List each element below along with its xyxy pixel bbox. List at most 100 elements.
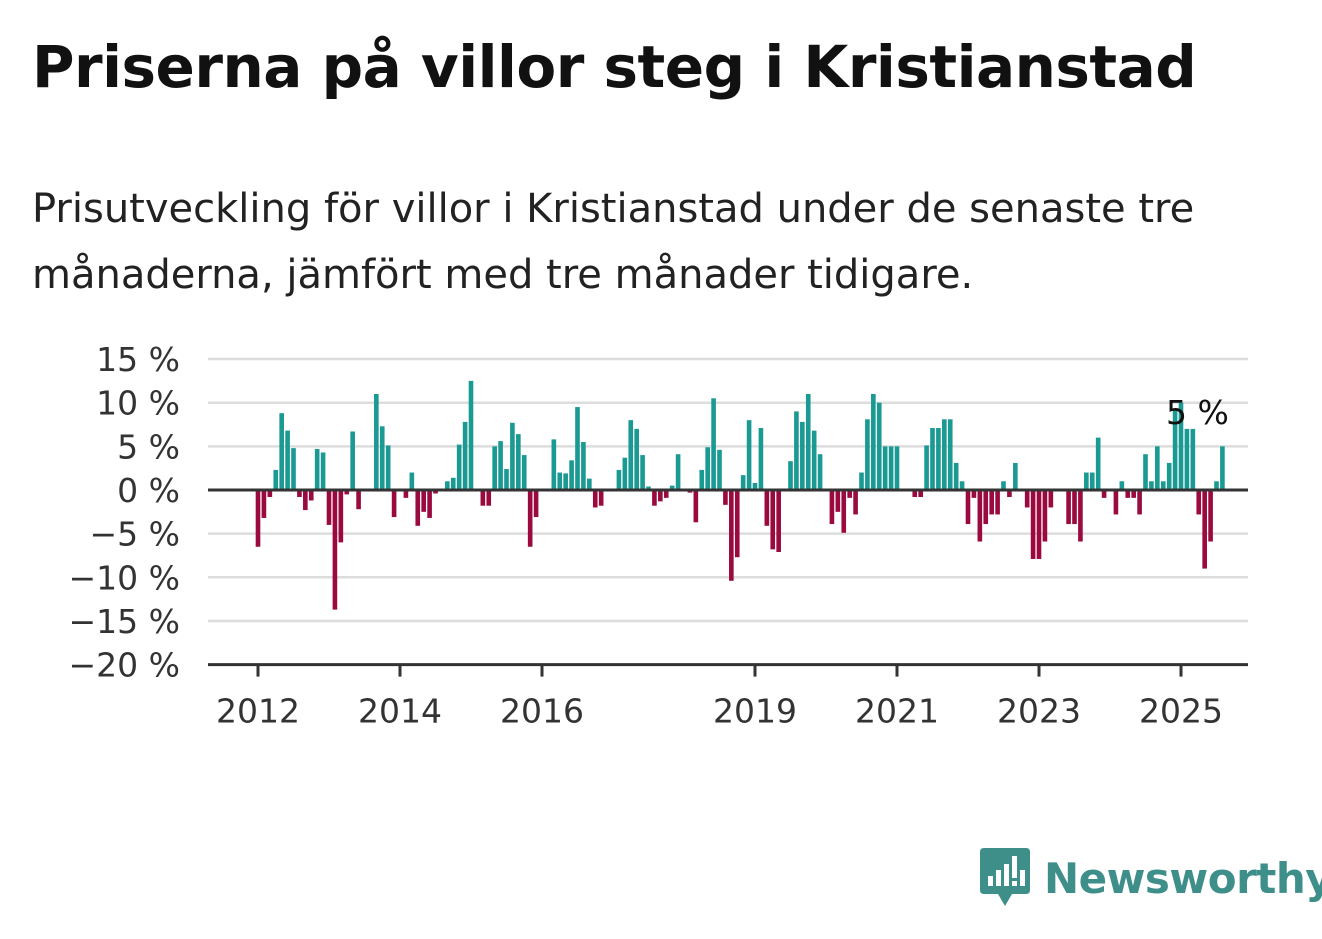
bar xyxy=(1178,402,1184,490)
bar xyxy=(385,445,391,490)
page-title: Priserna på villor steg i Kristianstad xyxy=(32,33,1197,101)
bar xyxy=(1190,428,1196,490)
bar xyxy=(1119,481,1125,490)
bar xyxy=(888,446,894,490)
bar xyxy=(320,452,326,490)
y-axis-ticks: 15 % 10 % 5 % 0 % −5 % −10 % −15 % −20 % xyxy=(69,340,181,685)
bar xyxy=(1155,446,1160,490)
bar xyxy=(628,420,634,490)
bar xyxy=(267,490,273,497)
bar xyxy=(557,472,563,490)
y-tick-label: −5 % xyxy=(90,515,181,554)
bar xyxy=(1143,454,1148,490)
y-tick-label: −10 % xyxy=(69,558,181,597)
bar xyxy=(587,478,592,490)
bar xyxy=(805,393,811,490)
bar xyxy=(1007,490,1012,497)
bar xyxy=(279,413,284,490)
bar xyxy=(450,477,456,490)
x-tick-label: 2023 xyxy=(997,692,1081,731)
bar xyxy=(486,490,492,506)
bar xyxy=(1072,490,1077,525)
bar xyxy=(1089,472,1095,490)
bar xyxy=(1149,481,1154,490)
bar xyxy=(1036,490,1042,559)
x-axis-ticks: 2012 2014 2016 2019 2021 2023 2025 xyxy=(216,664,1223,731)
bar xyxy=(391,490,397,518)
bar xyxy=(936,428,941,490)
bar xyxy=(1001,481,1006,490)
bar xyxy=(285,430,290,490)
bar xyxy=(510,422,515,490)
bar xyxy=(516,434,521,490)
bar xyxy=(675,454,681,490)
x-tick-label: 2014 xyxy=(358,692,442,731)
bar xyxy=(1078,490,1083,542)
price-change-bar-chart: 15 %10 %5 %0 %−5 %−10 %−15 %−20 % 2012 20… xyxy=(69,340,1248,731)
y-tick-label: 15 % xyxy=(96,340,180,379)
bar xyxy=(1095,437,1101,490)
bar xyxy=(817,454,823,490)
bar xyxy=(598,490,604,506)
y-tick-label: −15 % xyxy=(69,602,181,641)
bar xyxy=(255,490,261,547)
bar xyxy=(575,407,580,490)
bar xyxy=(971,490,977,498)
bar xyxy=(1137,490,1142,515)
latest-value-annotation: 5 % xyxy=(1166,393,1229,432)
bar xyxy=(1184,428,1190,490)
bar xyxy=(746,420,752,490)
bar xyxy=(338,490,344,543)
bar xyxy=(1208,490,1213,542)
bar xyxy=(1214,481,1219,490)
y-tick-label: 10 % xyxy=(96,384,180,423)
bar xyxy=(533,490,539,518)
bar xyxy=(734,490,740,558)
bar xyxy=(1066,490,1071,525)
bar xyxy=(1013,462,1018,490)
bar xyxy=(622,457,628,490)
bar xyxy=(876,402,882,490)
bar xyxy=(723,490,728,505)
bar xyxy=(498,441,503,490)
bar xyxy=(705,447,710,490)
y-tick-label: 0 % xyxy=(117,471,180,510)
bar xyxy=(776,490,781,552)
bar xyxy=(456,444,462,490)
bar xyxy=(409,472,415,490)
bar xyxy=(669,485,675,490)
bar xyxy=(314,448,320,490)
newsworthy-logo-icon xyxy=(980,848,1030,906)
bar xyxy=(379,426,385,490)
bar xyxy=(1160,481,1166,490)
bar xyxy=(841,490,847,533)
bar xyxy=(1042,490,1048,542)
bar xyxy=(1202,490,1207,569)
bar xyxy=(918,490,923,497)
bar xyxy=(504,469,509,490)
bar xyxy=(1084,472,1089,490)
bar xyxy=(308,490,314,501)
bar xyxy=(652,490,657,506)
bar xyxy=(800,421,805,490)
x-tick-label: 2021 xyxy=(855,692,939,731)
bar xyxy=(989,490,994,515)
bar xyxy=(291,448,296,490)
bar xyxy=(1172,410,1178,490)
bar xyxy=(693,490,699,523)
bar xyxy=(953,462,959,490)
bar xyxy=(433,490,438,494)
bar xyxy=(462,421,468,490)
page-subtitle: Prisutveckling för villor i Kristianstad… xyxy=(32,186,1195,298)
x-tick-label: 2019 xyxy=(713,692,797,731)
bar xyxy=(1113,490,1119,515)
x-tick-label: 2016 xyxy=(500,692,584,731)
bar xyxy=(699,469,705,490)
bar xyxy=(942,419,947,490)
bar xyxy=(965,490,971,525)
bar xyxy=(729,490,734,581)
bar xyxy=(634,428,639,490)
bar xyxy=(947,419,953,490)
bar xyxy=(924,445,929,490)
bar xyxy=(959,481,965,490)
